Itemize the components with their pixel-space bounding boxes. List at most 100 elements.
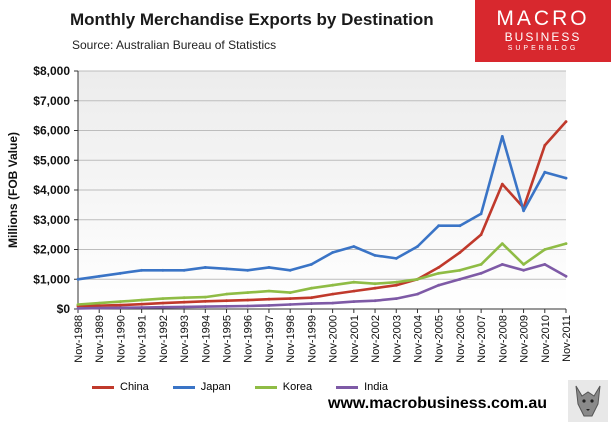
y-tick-label: $1,000 [33,272,70,286]
data-point-china [97,304,101,308]
data-point-korea [522,263,525,266]
y-axis-label: Millions (FOB Value) [6,132,20,248]
x-tick-label: Nov-1988 [73,315,85,363]
wolf-mascot-icon [568,380,608,422]
data-point-japan [140,268,144,272]
x-tick-label: Nov-1997 [264,315,276,363]
data-point-india [310,302,313,305]
data-point-japan [119,271,122,275]
data-point-india [479,271,483,275]
data-point-korea [161,297,165,300]
data-point-china [352,289,356,293]
x-tick-label: Nov-1998 [285,315,297,363]
y-tick-label: $5,000 [33,153,70,167]
data-point-korea [500,242,504,246]
x-tick-label: Nov-2011 [561,315,573,362]
data-point-india [97,306,101,310]
data-point-japan [522,209,525,213]
data-point-japan [331,251,334,254]
data-point-china [119,303,122,307]
data-point-india [182,305,186,309]
data-point-japan [479,212,483,216]
data-point-china [500,182,504,186]
data-point-korea [267,289,271,293]
legend-swatch [336,385,359,389]
x-tick-label: Nov-2010 [540,315,552,363]
data-point-india [394,297,398,300]
data-point-india [564,274,568,278]
x-tick-label: Nov-1990 [115,315,127,363]
data-point-india [288,303,292,306]
data-point-china [331,292,334,296]
data-point-korea [331,283,334,287]
data-point-china [479,233,483,237]
x-tick-label: Nov-2002 [370,315,382,363]
data-point-india [246,304,250,308]
data-point-india [437,283,441,287]
x-tick-label: Nov-2009 [519,315,531,363]
data-point-india [416,292,419,296]
data-point-china [225,299,228,303]
data-point-india [140,306,144,309]
y-tick-label: $4,000 [33,183,70,197]
data-point-korea [479,263,483,266]
legend-item-korea: Korea [254,381,313,393]
legend-label: Japan [200,381,231,393]
data-point-china [458,251,462,254]
data-point-china [564,120,568,123]
x-tick-label: Nov-2003 [391,315,403,363]
macrobusiness-logo[interactable]: MACRO BUSINESS SUPERBLOG [475,0,611,62]
legend-label: Korea [282,381,313,393]
x-tick-label: Nov-1999 [306,315,318,363]
x-tick-label: Nov-2005 [434,315,446,363]
data-point-india [373,299,377,303]
legend-item-china: China [92,381,149,393]
y-tick-label: $3,000 [33,213,70,227]
data-point-china [161,301,165,305]
data-point-china [310,296,313,300]
data-point-japan [203,266,207,269]
legend-label: China [120,381,149,393]
data-point-china [267,297,271,301]
data-point-japan [76,277,80,281]
series-line-china [76,120,568,308]
data-point-india [225,304,228,308]
data-point-japan [161,268,165,272]
x-tick-label: Nov-1995 [222,315,234,363]
data-point-korea [564,242,568,246]
data-point-japan [500,135,504,138]
data-point-india [522,268,525,272]
logo-line-1: MACRO [496,7,590,30]
data-point-india [161,305,165,309]
x-tick-label: Nov-1989 [94,315,106,363]
data-point-india [543,263,547,266]
data-point-india [331,301,334,305]
x-tick-label: Nov-2008 [497,315,509,363]
logo-line-3: SUPERBLOG [507,45,579,52]
x-tick-label: Nov-2004 [412,315,424,363]
chart-source: Source: Australian Bureau of Statistics [72,38,277,52]
data-point-korea [458,268,462,272]
data-point-korea [394,280,398,284]
data-point-india [352,300,356,303]
data-point-china [182,300,186,304]
website-url[interactable]: www.macrobusiness.com.au [328,395,548,412]
legend-label: India [364,381,388,393]
data-point-china [203,299,207,303]
data-point-japan [352,245,356,248]
data-point-japan [97,274,101,278]
data-point-korea [76,303,80,306]
data-point-korea [246,291,250,294]
data-point-korea [288,291,292,294]
x-tick-label: Nov-2006 [455,315,467,363]
data-point-korea [373,282,377,286]
x-tick-label: Nov-1994 [200,315,212,363]
data-point-korea [140,298,144,302]
series-line-japan [76,135,568,281]
data-point-china [246,298,250,302]
y-tick-label: $2,000 [33,243,70,257]
data-point-japan [246,268,250,272]
data-point-japan [543,170,547,174]
series-line-korea [76,242,568,306]
